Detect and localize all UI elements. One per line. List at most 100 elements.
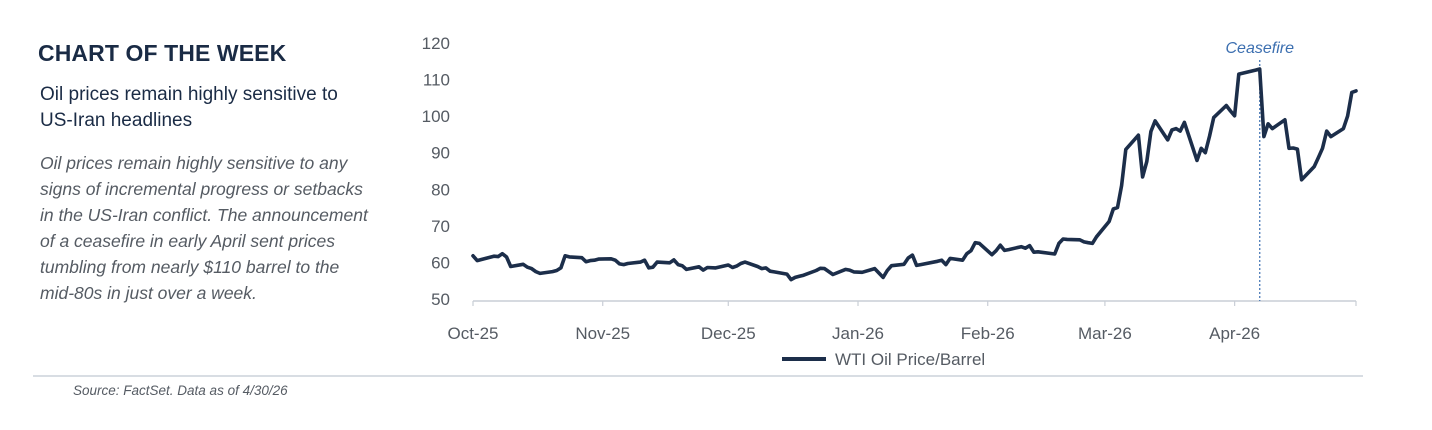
x-tick-label: Oct-25 [447, 324, 498, 343]
wti-price-point [1254, 68, 1257, 72]
wti-price-point [890, 264, 893, 268]
wti-price-point [848, 268, 851, 272]
wti-price-line [471, 67, 1358, 282]
legend-label: WTI Oil Price/Barrel [835, 350, 985, 369]
wti-price-point [1287, 146, 1291, 150]
wti-price-point [785, 272, 789, 276]
wti-price-point [1137, 133, 1140, 137]
wti-price-point [1166, 138, 1170, 142]
wti-price-point [534, 270, 538, 273]
wti-price-point [668, 261, 672, 265]
wti-price-point [1153, 119, 1157, 123]
wti-price-point [1270, 127, 1274, 130]
wti-price-point [978, 242, 981, 245]
chart-subheading: Oil prices remain highly sensitive to US… [40, 84, 338, 131]
wti-price-point [1095, 235, 1098, 239]
wti-price-point [697, 265, 701, 269]
wti-price-point [764, 266, 768, 270]
wti-price-point [685, 268, 688, 271]
wti-price-point [672, 258, 676, 262]
wti-price-point [852, 270, 856, 274]
wti-price-point [1028, 244, 1031, 248]
wti-price-point [622, 263, 626, 266]
wti-price-point [1019, 245, 1023, 249]
wti-price-point [492, 254, 496, 258]
wti-price-point [936, 259, 939, 263]
y-tick-label: 60 [431, 253, 450, 272]
wti-price-point [559, 266, 563, 270]
wti-price-point [1300, 178, 1303, 182]
wti-price-point [1329, 135, 1333, 139]
wti-price-point [588, 259, 592, 262]
y-tick-label: 90 [431, 144, 450, 163]
wti-price-point [743, 260, 747, 264]
wti-price-point [1199, 146, 1203, 150]
wti-price-point [701, 268, 705, 272]
wti-price-point [990, 253, 994, 257]
wti-price-point [1321, 146, 1324, 150]
wti-price-point [521, 262, 525, 266]
wti-price-point [973, 241, 977, 245]
wti-price-point [480, 258, 483, 261]
wti-price-point [1057, 242, 1061, 245]
wti-price-point [706, 266, 709, 269]
wti-price-point [1078, 238, 1082, 242]
wti-price-point [881, 276, 885, 279]
wti-price-point [505, 255, 508, 259]
wti-price-point [1149, 130, 1153, 133]
x-tick-label: Dec-25 [701, 324, 756, 343]
wti-price-point [1178, 129, 1182, 133]
wti-price-point [726, 263, 730, 267]
wti-price-point [915, 264, 918, 267]
wti-price-point [994, 249, 998, 253]
wti-price-point [475, 259, 479, 262]
wti-price-point [814, 269, 818, 272]
wti-price-point [818, 266, 822, 270]
wti-price-point [1111, 207, 1115, 211]
wti-price-point [680, 264, 684, 268]
wti-price-point [739, 262, 743, 265]
wti-price-point [798, 274, 801, 278]
annotations: Ceasefire [1226, 40, 1294, 301]
wti-price-point [873, 267, 877, 270]
wti-price-point [1346, 114, 1349, 118]
wti-price-point [1325, 129, 1329, 133]
wti-price-point [756, 265, 759, 268]
x-tick-label: Feb-26 [961, 324, 1015, 343]
wti-price-point [1296, 147, 1299, 151]
wti-price-point [1229, 109, 1232, 113]
wti-price-point [471, 254, 475, 258]
source-note: Source: FactSet. Data as of 4/30/26 [73, 383, 288, 398]
wti-price-point [1141, 175, 1144, 179]
wti-price-point [1195, 159, 1199, 162]
wti-price-point [919, 263, 923, 266]
wti-price-point [768, 269, 772, 273]
wti-price-point [1065, 238, 1069, 241]
wti-price-point [944, 263, 948, 266]
wti-price-point [538, 272, 542, 275]
wti-price-point [823, 267, 826, 270]
wti-price-point [969, 249, 973, 253]
wti-price-point [860, 270, 864, 274]
x-tick-label: Nov-25 [575, 324, 630, 343]
wti-price-point [530, 267, 533, 270]
footer-divider [33, 375, 1363, 377]
wti-price-point [1258, 67, 1262, 71]
wti-price-point [1145, 160, 1149, 163]
wti-price-point [1283, 118, 1287, 122]
wti-price-point [563, 254, 567, 258]
wti-price-point [676, 263, 680, 266]
wti-price-point [1120, 184, 1123, 188]
wti-price-point [1003, 249, 1006, 252]
wti-price-point [1354, 89, 1358, 93]
wti-price-point [597, 257, 600, 261]
wti-price-point [1237, 72, 1241, 76]
wti-price-point [1262, 135, 1266, 139]
wti-price-point [1183, 121, 1186, 124]
wti-price-point [885, 269, 889, 272]
wti-price-point [1208, 134, 1211, 138]
wti-price-point [1174, 127, 1178, 130]
wti-price-point [1170, 128, 1174, 132]
wti-price-point [735, 264, 738, 268]
